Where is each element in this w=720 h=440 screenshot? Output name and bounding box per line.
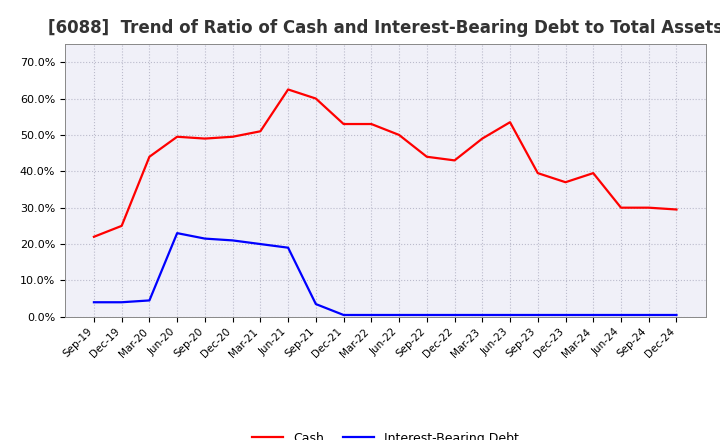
Interest-Bearing Debt [284, 245, 292, 250]
Interest-Bearing Debt [256, 242, 265, 247]
Cash [117, 223, 126, 228]
Cash [644, 205, 653, 210]
Line: Interest-Bearing Debt: Interest-Bearing Debt [94, 233, 677, 315]
Cash [228, 134, 237, 139]
Cash [145, 154, 154, 159]
Interest-Bearing Debt [589, 312, 598, 318]
Interest-Bearing Debt [173, 231, 181, 236]
Interest-Bearing Debt [201, 236, 210, 241]
Interest-Bearing Debt [228, 238, 237, 243]
Interest-Bearing Debt [423, 312, 431, 318]
Cash [367, 121, 376, 127]
Interest-Bearing Debt [395, 312, 403, 318]
Cash [505, 120, 514, 125]
Interest-Bearing Debt [616, 312, 625, 318]
Interest-Bearing Debt [339, 312, 348, 318]
Interest-Bearing Debt [117, 300, 126, 305]
Cash [312, 96, 320, 101]
Interest-Bearing Debt [644, 312, 653, 318]
Cash [173, 134, 181, 139]
Interest-Bearing Debt [534, 312, 542, 318]
Interest-Bearing Debt [478, 312, 487, 318]
Interest-Bearing Debt [450, 312, 459, 318]
Cash [423, 154, 431, 159]
Cash [256, 128, 265, 134]
Cash [284, 87, 292, 92]
Cash [201, 136, 210, 141]
Line: Cash: Cash [94, 89, 677, 237]
Cash [395, 132, 403, 138]
Interest-Bearing Debt [367, 312, 376, 318]
Cash [478, 136, 487, 141]
Legend: Cash, Interest-Bearing Debt: Cash, Interest-Bearing Debt [247, 427, 523, 440]
Cash [672, 207, 681, 212]
Cash [589, 170, 598, 176]
Title: [6088]  Trend of Ratio of Cash and Interest-Bearing Debt to Total Assets: [6088] Trend of Ratio of Cash and Intere… [48, 19, 720, 37]
Cash [450, 158, 459, 163]
Cash [616, 205, 625, 210]
Cash [89, 234, 98, 239]
Interest-Bearing Debt [672, 312, 681, 318]
Interest-Bearing Debt [89, 300, 98, 305]
Cash [561, 180, 570, 185]
Interest-Bearing Debt [561, 312, 570, 318]
Cash [339, 121, 348, 127]
Interest-Bearing Debt [145, 298, 154, 303]
Cash [534, 170, 542, 176]
Interest-Bearing Debt [312, 301, 320, 307]
Interest-Bearing Debt [505, 312, 514, 318]
